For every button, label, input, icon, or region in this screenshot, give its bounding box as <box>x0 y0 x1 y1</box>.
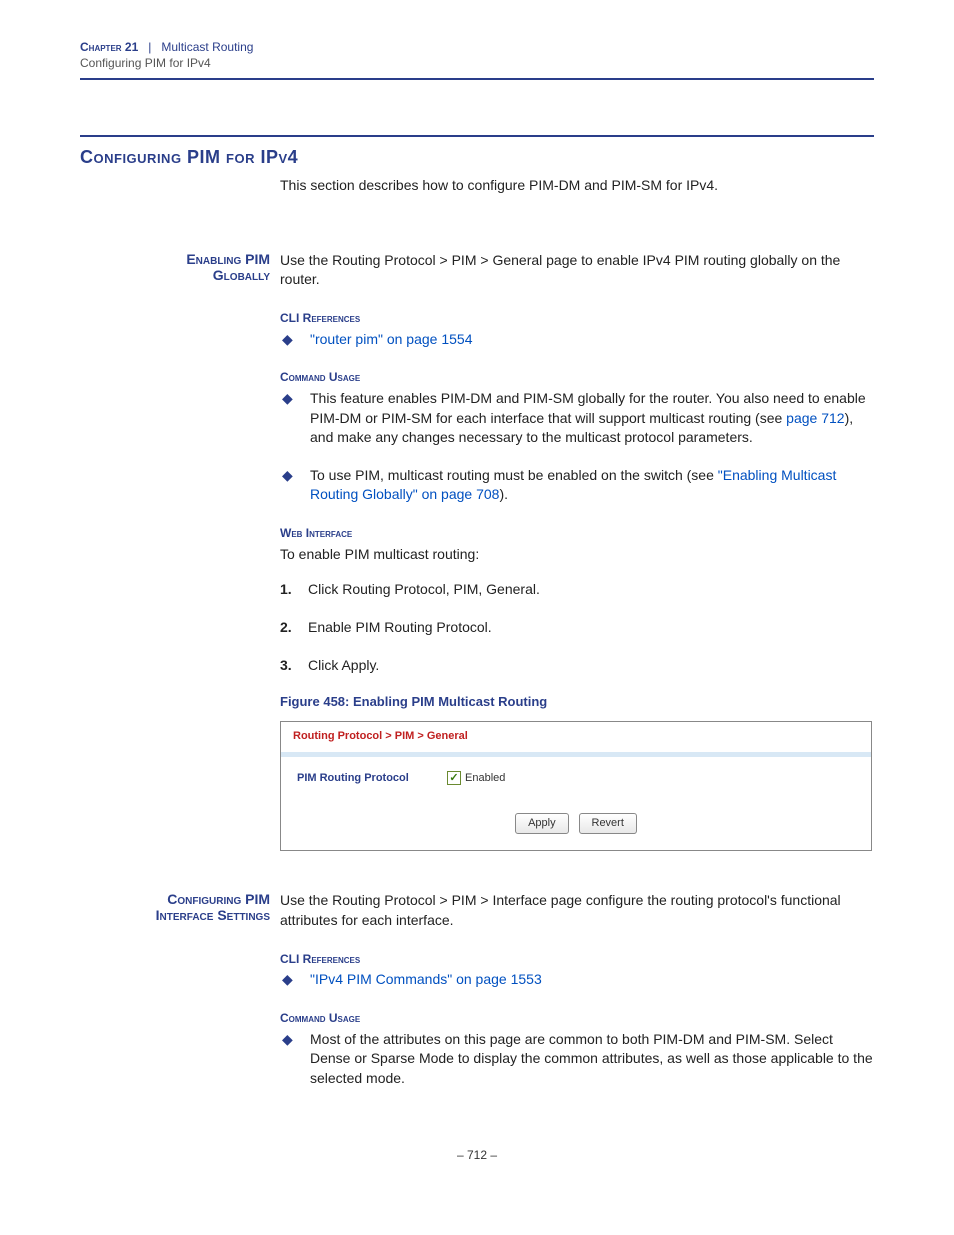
cmd-text: This feature enables PIM-DM and PIM-SM g… <box>310 390 866 426</box>
step-item: 2. Enable PIM Routing Protocol. <box>280 618 874 638</box>
command-usage-heading: Command Usage <box>280 369 874 386</box>
enabled-label: Enabled <box>465 771 505 786</box>
fig-breadcrumb: Routing Protocol > PIM > General <box>281 722 871 752</box>
cli-ref-item: ◆ "router pim" on page 1554 <box>280 330 874 350</box>
revert-button[interactable]: Revert <box>579 813 637 834</box>
fig-field-label: PIM Routing Protocol <box>297 771 447 786</box>
section2-intro: Use the Routing Protocol > PIM > Interfa… <box>280 891 874 930</box>
page-header: Chapter 21 | Multicast Routing Configuri… <box>80 40 874 80</box>
step-number: 1. <box>280 580 308 600</box>
cmd-text: To use PIM, multicast routing must be en… <box>310 467 718 483</box>
figure-screenshot: Routing Protocol > PIM > General PIM Rou… <box>280 721 872 851</box>
separator: | <box>142 40 158 54</box>
cli-ref-item: ◆ "IPv4 PIM Commands" on page 1553 <box>280 970 874 990</box>
step-text: Enable PIM Routing Protocol. <box>308 618 874 638</box>
command-usage-item: ◆ To use PIM, multicast routing must be … <box>280 466 874 505</box>
section-side-label: Enabling PIM Globally <box>80 251 280 283</box>
bullet-icon: ◆ <box>280 970 310 990</box>
web-interface-heading: Web Interface <box>280 525 874 542</box>
chapter-label: Chapter 21 <box>80 40 138 54</box>
step-number: 2. <box>280 618 308 638</box>
step-item: 1. Click Routing Protocol, PIM, General. <box>280 580 874 600</box>
web-intro: To enable PIM multicast routing: <box>280 545 874 565</box>
figure-caption: Figure 458: Enabling PIM Multicast Routi… <box>280 693 874 711</box>
side-label-line1: Configuring PIM <box>167 891 270 907</box>
bullet-icon: ◆ <box>280 389 310 448</box>
section-side-label: Configuring PIM Interface Settings <box>80 891 280 923</box>
cmd-text: ). <box>499 486 508 502</box>
apply-button[interactable]: Apply <box>515 813 569 834</box>
cli-ref-link[interactable]: "router pim" on page 1554 <box>310 331 473 347</box>
side-label-line1: Enabling PIM <box>186 251 270 267</box>
command-usage-heading: Command Usage <box>280 1010 874 1027</box>
bullet-icon: ◆ <box>280 466 310 505</box>
enabled-checkbox[interactable] <box>447 771 461 785</box>
bullet-icon: ◆ <box>280 1030 310 1089</box>
chapter-topic: Multicast Routing <box>161 40 253 54</box>
page-number: – 712 – <box>80 1148 874 1162</box>
cli-references-heading: CLI References <box>280 951 874 968</box>
side-label-line2: Globally <box>213 267 270 283</box>
step-item: 3. Click Apply. <box>280 656 874 676</box>
command-usage-item: ◆ This feature enables PIM-DM and PIM-SM… <box>280 389 874 448</box>
step-text: Click Apply. <box>308 656 874 676</box>
header-subtitle: Configuring PIM for IPv4 <box>80 56 874 70</box>
cmd-text: Most of the attributes on this page are … <box>310 1030 874 1089</box>
section1-intro: Use the Routing Protocol > PIM > General… <box>280 251 874 290</box>
bullet-icon: ◆ <box>280 330 310 350</box>
main-heading: Configuring PIM for IPv4 <box>80 135 874 168</box>
intro-text: This section describes how to configure … <box>280 176 874 196</box>
page-link[interactable]: page 712 <box>786 410 844 426</box>
cli-references-heading: CLI References <box>280 310 874 327</box>
step-number: 3. <box>280 656 308 676</box>
cli-ref-link[interactable]: "IPv4 PIM Commands" on page 1553 <box>310 971 542 987</box>
command-usage-item: ◆ Most of the attributes on this page ar… <box>280 1030 874 1089</box>
side-label-line2: Interface Settings <box>156 907 270 923</box>
step-text: Click Routing Protocol, PIM, General. <box>308 580 874 600</box>
